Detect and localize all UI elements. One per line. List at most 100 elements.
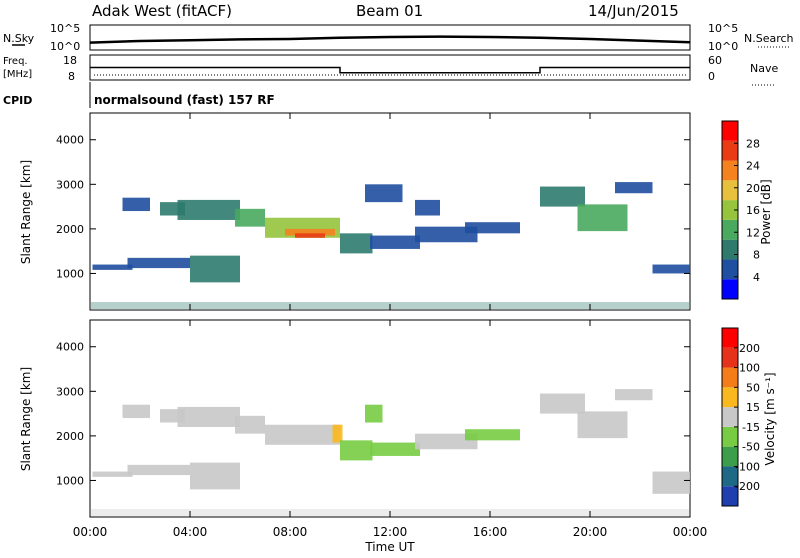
power-colorbar-tick-label: 28 — [746, 137, 760, 150]
power-echo-region — [127, 257, 190, 269]
velocity-echo-region — [177, 406, 240, 427]
power-echo-region — [615, 182, 653, 194]
power-echo-region — [190, 255, 240, 283]
power-colorbar-swatch — [722, 219, 738, 240]
velocity-colorbar-tick-label: 200 — [739, 342, 760, 355]
power-colorbar-tick-label: 24 — [746, 160, 760, 173]
cpid-label: CPID — [3, 94, 32, 107]
nsky-tick-bottom: 10^0 — [50, 40, 80, 53]
power-colorbar-tick-label: 12 — [746, 226, 760, 239]
nsearch-label: N.Search — [744, 32, 794, 45]
power-echo-region — [340, 233, 373, 254]
date-label: 14/Jun/2015 — [588, 2, 679, 20]
power-echo-region — [92, 264, 133, 270]
velocity-colorbar-swatch — [722, 466, 738, 487]
xtick-label: 16:00 — [473, 525, 508, 539]
power-echo-region — [370, 235, 420, 249]
power-ylabel: Slant Range [km] — [19, 160, 33, 264]
velocity-echo-region — [365, 404, 383, 423]
velocity-colorbar-frame — [721, 327, 739, 507]
power-colorbar-label: Power [dB] — [759, 179, 773, 244]
velocity-echo-region — [415, 433, 478, 450]
power-echo-region — [577, 204, 628, 232]
velocity-echo-region — [615, 389, 653, 401]
power-echo-region — [177, 199, 240, 220]
velocity-echo-region — [540, 393, 585, 414]
velocity-colorbar-swatch — [722, 328, 738, 348]
velocity-ytick-label: 3000 — [56, 385, 84, 398]
xtick-label: 00:00 — [73, 525, 108, 539]
velocity-echo-region — [332, 424, 343, 443]
cpid-text: normalsound (fast) 157 RF — [94, 93, 275, 107]
nsky-tick-top: 10^5 — [50, 22, 80, 35]
power-colorbar-swatch — [722, 259, 738, 280]
velocity-colorbar-tick-label: -15 — [742, 421, 760, 434]
radar-title: Adak West (fitACF) — [92, 2, 232, 20]
nsky-frame — [89, 24, 691, 51]
nsearch-tick-bottom: 10^0 — [708, 40, 738, 53]
nsky-label: N.Sky — [3, 32, 35, 45]
power-colorbar-tick-label: 8 — [753, 249, 760, 262]
velocity-echo-region — [652, 471, 690, 494]
power-echo-region — [540, 186, 585, 207]
velocity-echo-region — [127, 464, 190, 476]
power-ytick-label: 2000 — [56, 223, 84, 236]
velocity-colorbar-tick-label: 100 — [739, 362, 760, 375]
velocity-echo-region — [235, 415, 265, 434]
velocity-echo-region — [465, 429, 520, 441]
nave-label: Nave — [750, 62, 778, 75]
xtick-label: 12:00 — [373, 525, 408, 539]
power-echo-region — [122, 197, 150, 212]
velocity-ytick-label: 4000 — [56, 341, 84, 354]
freq-panel: Freq. [MHz] 18 8 60 0 Nave — [3, 54, 778, 86]
cpid-panel: CPID normalsound (fast) 157 RF — [3, 82, 275, 108]
power-colorbar-tick-label: 20 — [746, 182, 760, 195]
velocity-colorbar-tick-label: 15 — [746, 401, 760, 414]
freq-tick-top: 18 — [63, 54, 77, 67]
velocity-colorbar-tick-label: -50 — [742, 441, 760, 454]
power-echo-region — [295, 233, 325, 238]
velocity-echo-region — [122, 404, 150, 419]
nave-tick-top: 60 — [708, 54, 722, 67]
freq-series — [90, 66, 690, 74]
velocity-ylabel: Slant Range [km] — [19, 367, 33, 471]
velocity-colorbar-swatch — [722, 426, 738, 447]
power-colorbar-swatch — [722, 200, 738, 220]
power-colorbar-swatch — [722, 140, 738, 161]
beam-label: Beam 01 — [356, 2, 423, 20]
velocity-echo-region — [190, 462, 240, 490]
power-colorbar-swatch — [722, 239, 738, 260]
power-echo-region — [465, 222, 520, 234]
nsky-panel: N.Sky 10^5 10^0 10^5 10^0 N.Search — [3, 22, 794, 53]
velocity-echo-region — [92, 471, 133, 477]
power-echo-region — [415, 199, 440, 216]
velocity-colorbar-label: Velocity [m s⁻¹] — [763, 372, 777, 465]
velocity-colorbar-swatch — [722, 446, 738, 467]
velocity-panel: Slant Range [km] 1000 2000 3000 4000 200 100… — [19, 319, 777, 518]
xaxis-label: Time UT — [364, 540, 415, 554]
velocity-colorbar-swatch — [722, 367, 738, 388]
freq-unit: [MHz] — [3, 69, 32, 80]
freq-tick-bottom: 8 — [68, 70, 75, 83]
xtick-label: 00:00 — [673, 525, 708, 539]
freq-label: Freq. — [3, 56, 28, 67]
power-colorbar-swatch — [722, 180, 738, 201]
power-colorbar-tick-label: 16 — [746, 204, 760, 217]
velocity-colorbar-tick-label: -100 — [735, 460, 760, 473]
velocity-echo-region — [370, 442, 420, 456]
power-echo-region — [365, 184, 403, 203]
nsky-series — [89, 35, 691, 44]
power-echo-region — [652, 264, 690, 274]
power-colorbar-swatch — [722, 160, 738, 181]
xtick-label: 20:00 — [573, 525, 608, 539]
power-echo-region — [285, 228, 335, 236]
power-ytick-label: 3000 — [56, 178, 84, 191]
velocity-ytick-label: 2000 — [56, 430, 84, 443]
power-ytick-label: 4000 — [56, 134, 84, 147]
velocity-colorbar-swatch — [722, 347, 738, 368]
nsearch-tick-top: 10^5 — [708, 22, 738, 35]
velocity-colorbar-swatch — [722, 486, 738, 506]
power-panel: Slant Range [km] 1000 2000 3000 4000 4 8 12 16… — [19, 112, 773, 311]
power-colorbar-swatch — [722, 279, 738, 299]
